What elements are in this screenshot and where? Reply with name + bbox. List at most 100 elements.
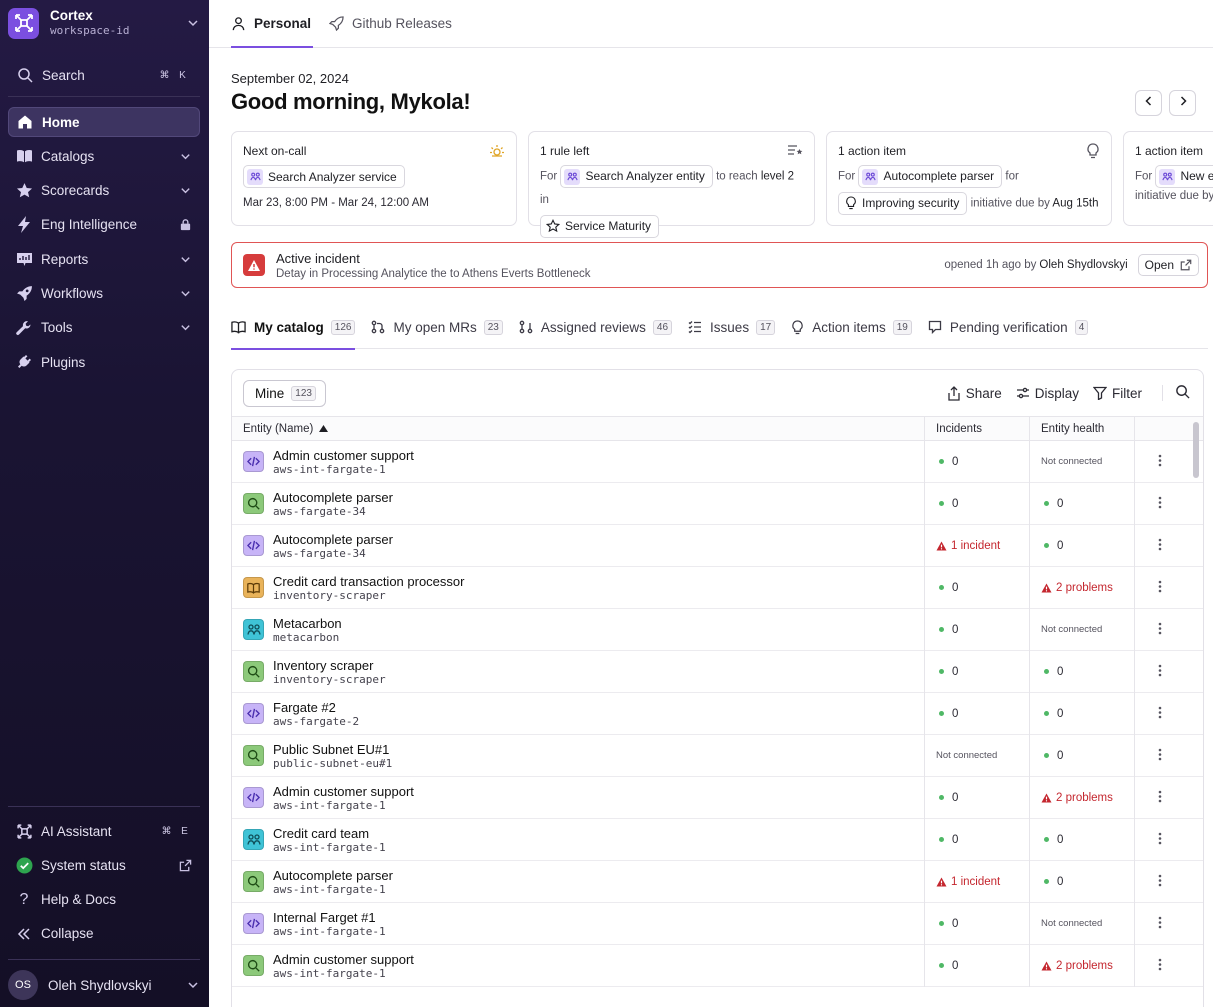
table-row[interactable]: Admin customer support aws-int-fargate-1 0… xyxy=(232,776,1203,819)
entity-cell[interactable]: Admin customer support aws-int-fargate-1 xyxy=(232,440,925,483)
sidebar-item-plugins[interactable]: Plugins xyxy=(8,347,200,377)
row-menu-button[interactable] xyxy=(1135,454,1185,469)
row-menu-button[interactable] xyxy=(1135,496,1185,511)
scorecard-chip[interactable]: Service Maturity xyxy=(540,214,660,238)
initiative-chip[interactable]: Improving security xyxy=(838,191,968,215)
table-row[interactable]: Admin customer support aws-int-fargate-1 0… xyxy=(232,944,1203,987)
sidebar-search[interactable]: Search ⌘ K xyxy=(8,62,200,88)
table-row[interactable]: Autocomplete parser aws-fargate-34 1 incid… xyxy=(232,524,1203,567)
sidebar-item-home[interactable]: Home xyxy=(8,107,200,137)
tab-personal[interactable]: Personal xyxy=(231,0,314,48)
column-header-entity-health[interactable]: Entity health xyxy=(1030,416,1135,441)
row-menu-button[interactable] xyxy=(1135,790,1185,805)
chevron-down-icon xyxy=(179,150,192,163)
tab-github-releases[interactable]: Github Releases xyxy=(329,0,454,47)
rule-card[interactable]: 1 rule left For Search Analyzer entity t… xyxy=(528,131,815,238)
row-menu-button[interactable] xyxy=(1135,664,1185,679)
share-button[interactable]: Share xyxy=(947,386,1002,401)
sidebar-item-help-docs[interactable]: ? Help & Docs xyxy=(8,885,200,915)
action-card[interactable]: 1 action item For New en initiative due … xyxy=(1123,131,1213,226)
row-menu-button[interactable] xyxy=(1135,832,1185,847)
filter-button[interactable]: Filter xyxy=(1093,386,1142,401)
entity-cell[interactable]: Credit card team aws-int-fargate-1 xyxy=(232,818,925,861)
sun-icon xyxy=(489,143,505,162)
table-row[interactable]: Public Subnet EU#1 public-subnet-eu#1 Not … xyxy=(232,734,1203,777)
table-row[interactable]: Autocomplete parser aws-fargate-34 0 0 xyxy=(232,482,1203,525)
sidebar-item-label: Eng Intelligence xyxy=(41,217,138,233)
row-menu-button[interactable] xyxy=(1135,538,1185,553)
next-button[interactable] xyxy=(1169,90,1196,116)
row-menu-button[interactable] xyxy=(1135,916,1185,931)
service-chip[interactable]: Search Analyzer service xyxy=(243,165,405,188)
column-header-entity[interactable]: Entity (Name) xyxy=(232,416,925,441)
incidents-cell[interactable]: 1 incident xyxy=(925,860,1030,903)
search-button[interactable] xyxy=(1175,384,1190,402)
table-row[interactable]: Credit card transaction processor invento… xyxy=(232,566,1203,609)
table-row[interactable]: Metacarbon metacarbon 0 Not connected xyxy=(232,608,1203,651)
entity-cell[interactable]: Metacarbon metacarbon xyxy=(232,608,925,651)
entity-cell[interactable]: Autocomplete parser aws-int-fargate-1 xyxy=(232,860,925,903)
tab-my-catalog[interactable]: My catalog 126 xyxy=(231,306,356,350)
entity-cell[interactable]: Admin customer support aws-int-fargate-1 xyxy=(232,944,925,987)
table-row[interactable]: Inventory scraper inventory-scraper 0 0 xyxy=(232,650,1203,693)
health-cell: 0 xyxy=(1030,818,1135,861)
oncall-card[interactable]: Next on-call Search Analyzer service Mar… xyxy=(231,131,517,226)
scrollbar[interactable] xyxy=(1193,422,1199,478)
workspace-switcher[interactable]: Cortex workspace-id xyxy=(8,6,200,40)
row-menu-button[interactable] xyxy=(1135,706,1185,721)
entity-chip[interactable]: Search Analyzer entity xyxy=(560,165,713,188)
tab-pending-verification[interactable]: Pending verification 4 xyxy=(928,306,1089,349)
entity-cell[interactable]: Public Subnet EU#1 public-subnet-eu#1 xyxy=(232,734,925,777)
sidebar-item-reports[interactable]: Reports xyxy=(8,244,200,274)
table-row[interactable]: Autocomplete parser aws-int-fargate-1 1 in… xyxy=(232,860,1203,903)
entity-chip[interactable]: Autocomplete parser xyxy=(858,165,1003,188)
incidents-cell[interactable]: 1 incident xyxy=(925,524,1030,567)
column-header-incidents[interactable]: Incidents xyxy=(925,416,1030,441)
entity-cell[interactable]: Autocomplete parser aws-fargate-34 xyxy=(232,524,925,567)
sidebar-item-eng-intelligence[interactable]: Eng Intelligence xyxy=(8,210,200,240)
health-cell[interactable]: 2 problems xyxy=(1030,776,1135,819)
tab-issues[interactable]: Issues 17 xyxy=(688,306,776,349)
entity-cell[interactable]: Internal Farget #1 aws-int-fargate-1 xyxy=(232,902,925,945)
table-row[interactable]: Credit card team aws-int-fargate-1 0 0 xyxy=(232,818,1203,861)
tab-assigned-reviews[interactable]: Assigned reviews 46 xyxy=(519,306,673,349)
row-menu-button[interactable] xyxy=(1135,958,1185,973)
health-cell[interactable]: 2 problems xyxy=(1030,566,1135,609)
tab-action-items[interactable]: Action items 19 xyxy=(791,306,912,349)
rocket-icon xyxy=(15,284,33,302)
sidebar-item-scorecards[interactable]: Scorecards xyxy=(8,176,200,206)
health-cell[interactable]: 2 problems xyxy=(1030,944,1135,987)
open-incident-button[interactable]: Open xyxy=(1137,254,1199,276)
status-text: 0 xyxy=(1057,497,1064,510)
table-row[interactable]: Fargate #2 aws-fargate-2 0 0 xyxy=(232,692,1203,735)
sidebar-item-ai-assistant[interactable]: AI Assistant ⌘ E xyxy=(8,816,200,846)
entity-cell[interactable]: Inventory scraper inventory-scraper xyxy=(232,650,925,693)
user-menu[interactable]: OS Oleh Shydlovskyi xyxy=(8,970,200,1000)
row-menu-button[interactable] xyxy=(1135,748,1185,763)
row-menu-button[interactable] xyxy=(1135,874,1185,889)
sidebar-item-workflows[interactable]: Workflows xyxy=(8,278,200,308)
service-icon xyxy=(1159,168,1176,185)
sidebar-item-catalogs[interactable]: Catalogs xyxy=(8,141,200,171)
sidebar-item-collapse[interactable]: Collapse xyxy=(8,919,200,949)
entity-chip[interactable]: New en xyxy=(1155,165,1213,188)
tab-my-open-mrs[interactable]: My open MRs 23 xyxy=(371,306,503,349)
mine-filter-button[interactable]: Mine 123 xyxy=(243,379,326,407)
status-text: 2 problems xyxy=(1056,791,1113,804)
entity-tag: aws-int-fargate-1 xyxy=(273,966,386,980)
entity-cell[interactable]: Credit card transaction processor invento… xyxy=(232,566,925,609)
entity-cell[interactable]: Fargate #2 aws-fargate-2 xyxy=(232,692,925,735)
entity-cell[interactable]: Admin customer support aws-int-fargate-1 xyxy=(232,776,925,819)
display-button[interactable]: Display xyxy=(1016,386,1079,401)
sidebar-item-tools[interactable]: Tools xyxy=(8,313,200,343)
sidebar-item-system-status[interactable]: System status xyxy=(8,850,200,880)
prev-button[interactable] xyxy=(1135,90,1162,116)
row-menu-button[interactable] xyxy=(1135,622,1185,637)
action-card[interactable]: 1 action item For Autocomplete parser fo… xyxy=(826,131,1112,226)
entity-cell[interactable]: Autocomplete parser aws-fargate-34 xyxy=(232,482,925,525)
table-row[interactable]: Admin customer support aws-int-fargate-1 0… xyxy=(232,440,1203,483)
bolt-icon xyxy=(15,216,33,234)
status-text: 0 xyxy=(952,455,959,468)
table-row[interactable]: Internal Farget #1 aws-int-fargate-1 0 Not … xyxy=(232,902,1203,945)
row-menu-button[interactable] xyxy=(1135,580,1185,595)
